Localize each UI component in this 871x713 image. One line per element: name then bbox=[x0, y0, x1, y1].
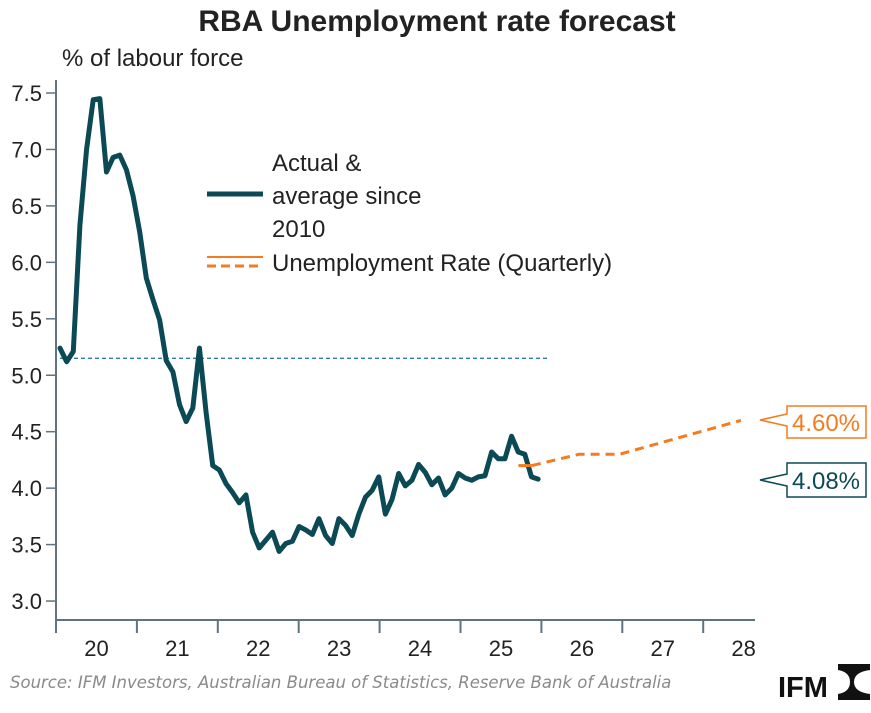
axes bbox=[46, 80, 755, 633]
actual-end-callout: 4.08% bbox=[760, 463, 866, 497]
x-tick-label: 20 bbox=[84, 636, 108, 661]
source-note: Source: IFM Investors, Australian Bureau… bbox=[10, 673, 671, 692]
y-tick-label: 5.0 bbox=[11, 363, 42, 388]
legend-actual-label-line2: average since bbox=[272, 183, 421, 210]
y-tick-label: 4.5 bbox=[11, 420, 42, 445]
x-tick-label: 24 bbox=[408, 636, 432, 661]
x-tick-label: 27 bbox=[651, 636, 675, 661]
forecast-end-callout: 4.60% bbox=[760, 406, 866, 438]
y-tick-label: 3.0 bbox=[11, 589, 42, 614]
y-tick-label: 5.5 bbox=[11, 307, 42, 332]
x-tick-label: 28 bbox=[731, 636, 755, 661]
legend-actual-label-line3: 2010 bbox=[272, 216, 325, 243]
y-axis-label: % of labour force bbox=[62, 45, 243, 72]
y-tick-label: 6.5 bbox=[11, 194, 42, 219]
legend: Actual & average since 2010 Unemployment… bbox=[207, 150, 612, 277]
logo-mark-icon bbox=[838, 664, 870, 700]
y-tick-label: 7.5 bbox=[11, 81, 42, 106]
x-tick-label: 21 bbox=[165, 636, 189, 661]
x-tick-label: 26 bbox=[570, 636, 594, 661]
forecast-end-label: 4.60% bbox=[792, 410, 860, 437]
chart-title: RBA Unemployment rate forecast bbox=[198, 5, 675, 38]
logo-text: IFM bbox=[778, 672, 828, 704]
x-tick-label: 25 bbox=[489, 636, 513, 661]
x-tick-label: 23 bbox=[327, 636, 351, 661]
legend-actual-label-line1: Actual & bbox=[272, 150, 361, 177]
plot-area bbox=[60, 99, 741, 552]
actual-end-label: 4.08% bbox=[792, 468, 860, 495]
y-tick-label: 3.5 bbox=[11, 533, 42, 558]
y-tick-label: 7.0 bbox=[11, 137, 42, 162]
y-tick-label: 6.0 bbox=[11, 250, 42, 275]
legend-forecast-label: Unemployment Rate (Quarterly) bbox=[272, 250, 612, 277]
forecast-series-line bbox=[532, 420, 741, 465]
ifm-logo: IFM bbox=[778, 664, 870, 704]
x-tick-label: 22 bbox=[246, 636, 270, 661]
y-tick-label: 4.0 bbox=[11, 476, 42, 501]
